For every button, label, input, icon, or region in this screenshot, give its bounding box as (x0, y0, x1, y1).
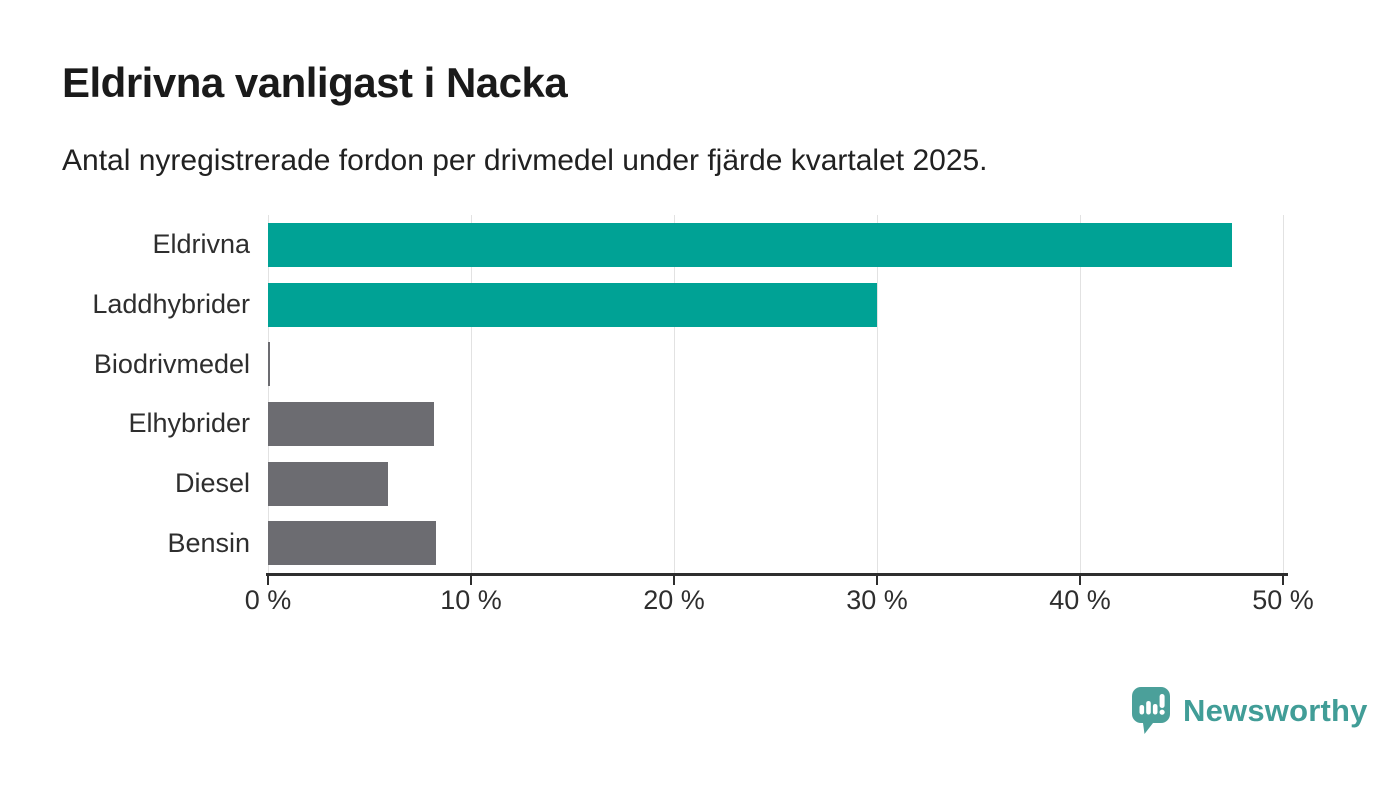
chart-subtitle: Antal nyregistrerade fordon per drivmede… (62, 144, 988, 177)
chart-title: Eldrivna vanligast i Nacka (62, 59, 568, 106)
tick-mark (470, 576, 472, 585)
tick-label: 30 % (846, 585, 908, 615)
gridline (1080, 215, 1081, 573)
bar-eldrivna (268, 222, 1233, 267)
tick-label: 10 % (440, 585, 502, 615)
x-axis-line (266, 573, 1288, 576)
bar-bensin (268, 521, 437, 566)
category-label: Diesel (174, 467, 250, 498)
bar-diesel (268, 461, 388, 506)
bar-biodrivmedel (268, 342, 271, 387)
tick-label: 50 % (1252, 585, 1314, 615)
category-label: Laddhybrider (92, 288, 250, 319)
category-label: Elhybrider (128, 408, 250, 439)
gridline (268, 215, 269, 573)
category-label: Biodrivmedel (93, 348, 250, 379)
bar-chart: 0 % 10 % 20 % 30 % 40 % 50 % Eldrivna Laddhybri… (0, 215, 1400, 645)
gridline (877, 215, 878, 573)
newsworthy-logo-text: Newsworthy (1183, 693, 1368, 728)
gridline (1283, 215, 1284, 573)
bar-laddhybrider (268, 282, 877, 327)
tick-label: 20 % (643, 585, 705, 615)
tick-mark (1282, 576, 1284, 585)
gridline (674, 215, 675, 573)
category-label: Bensin (167, 527, 250, 558)
newsworthy-logo-icon (1132, 687, 1170, 734)
tick-mark (267, 576, 269, 585)
category-label: Eldrivna (152, 229, 250, 260)
bar-elhybrider (268, 401, 435, 446)
tick-mark (673, 576, 675, 585)
tick-mark (1079, 576, 1081, 585)
gridline (471, 215, 472, 573)
tick-label: 0 % (244, 585, 292, 615)
tick-mark (876, 576, 878, 585)
newsworthy-logo[interactable]: Newsworthy (1132, 687, 1368, 735)
tick-label: 40 % (1049, 585, 1111, 615)
